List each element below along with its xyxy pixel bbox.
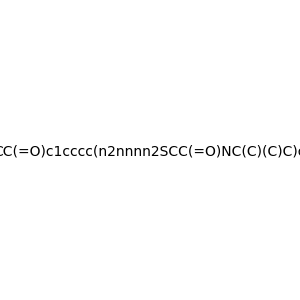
Text: CC(=O)c1cccc(n2nnnn2SCC(=O)NC(C)(C)C)c1: CC(=O)c1cccc(n2nnnn2SCC(=O)NC(C)(C)C)c1 — [0, 145, 300, 158]
